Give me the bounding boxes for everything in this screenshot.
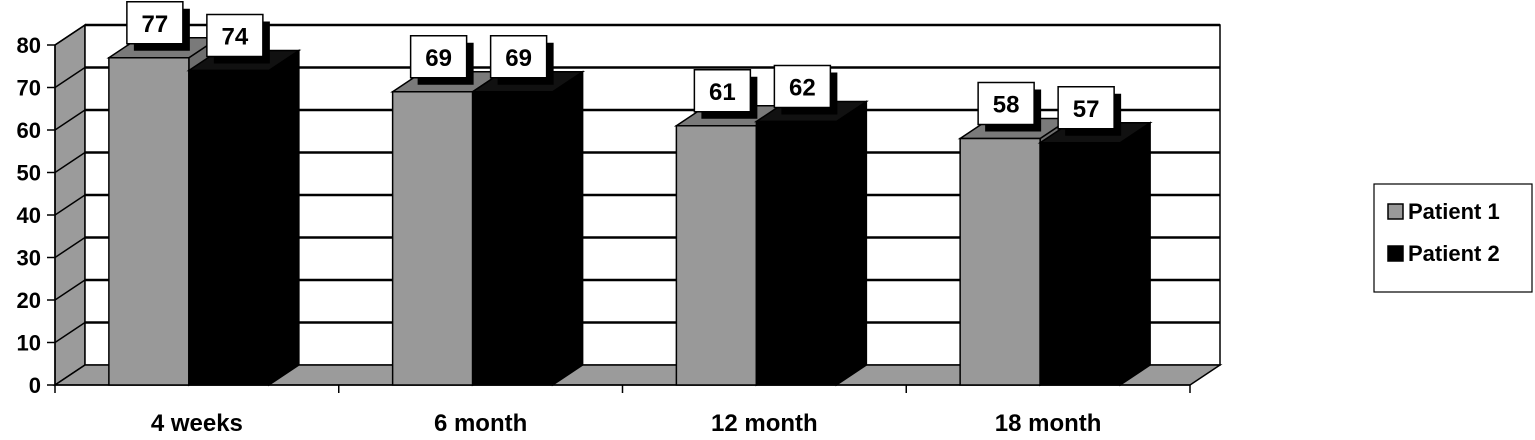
gridline-side bbox=[54, 321, 86, 344]
bar-side bbox=[1119, 121, 1151, 387]
data-label: 77 bbox=[142, 11, 169, 38]
data-label-box bbox=[977, 81, 1035, 126]
bar bbox=[1039, 142, 1121, 386]
bar-side bbox=[268, 49, 300, 387]
bar bbox=[188, 69, 270, 386]
y-tick-label: 50 bbox=[17, 161, 41, 186]
data-labels: 77 74 69 69 61 62 58 57 bbox=[126, 1, 1122, 136]
gridline-side bbox=[54, 236, 86, 259]
data-label-box bbox=[489, 35, 548, 79]
data-label-box bbox=[126, 1, 184, 45]
bar bbox=[675, 125, 758, 386]
x-tick-label: 18 month bbox=[995, 410, 1102, 437]
legend-label: Patient 1 bbox=[1408, 199, 1500, 224]
y-tick-label: 10 bbox=[17, 331, 41, 356]
y-tick-label: 20 bbox=[17, 288, 41, 313]
legend-swatch bbox=[1387, 203, 1404, 220]
gridline-side bbox=[54, 194, 86, 216]
gridline-side bbox=[54, 109, 86, 131]
y-tick-label: 60 bbox=[17, 118, 41, 143]
gridline-side bbox=[54, 66, 86, 89]
legend-label: Patient 2 bbox=[1408, 241, 1500, 266]
y-axis: 0 10 20 30 40 50 60 70 80 bbox=[17, 33, 56, 398]
legend-swatch bbox=[1387, 245, 1404, 262]
x-tick-label: 12 month bbox=[711, 410, 818, 437]
data-label-box bbox=[693, 69, 752, 113]
x-tick-label: 4 weeks bbox=[151, 410, 243, 437]
data-label-box bbox=[409, 35, 468, 79]
gridline-side bbox=[54, 151, 86, 174]
x-axis: 4 weeks 6 month 12 month 18 month bbox=[54, 384, 1191, 437]
data-label-box bbox=[1057, 86, 1115, 130]
bar-side bbox=[835, 100, 868, 387]
data-label-box bbox=[773, 64, 832, 109]
bar bbox=[755, 120, 838, 386]
data-label: 69 bbox=[425, 45, 452, 72]
bar bbox=[108, 57, 190, 386]
x-tick-label: 6 month bbox=[434, 410, 527, 437]
y-tick-label: 80 bbox=[17, 33, 41, 58]
data-label: 69 bbox=[505, 45, 532, 72]
legend: Patient 1 Patient 2 bbox=[1373, 183, 1533, 293]
bar-side bbox=[551, 70, 584, 387]
gridline-side bbox=[54, 279, 86, 301]
data-label: 57 bbox=[1073, 96, 1100, 123]
y-tick-label: 0 bbox=[29, 373, 41, 398]
legend-box bbox=[1373, 183, 1533, 293]
data-label: 74 bbox=[222, 24, 249, 51]
data-label-box bbox=[206, 13, 264, 58]
data-label: 62 bbox=[789, 75, 816, 102]
gridline-side bbox=[54, 24, 86, 46]
y-tick-label: 40 bbox=[17, 203, 41, 228]
data-label: 58 bbox=[993, 92, 1020, 119]
bar bbox=[471, 91, 554, 386]
y-tick-label: 70 bbox=[17, 76, 41, 101]
bar bbox=[391, 91, 474, 386]
y-tick-label: 30 bbox=[17, 246, 41, 271]
data-label: 61 bbox=[709, 79, 736, 106]
bar bbox=[959, 137, 1041, 386]
